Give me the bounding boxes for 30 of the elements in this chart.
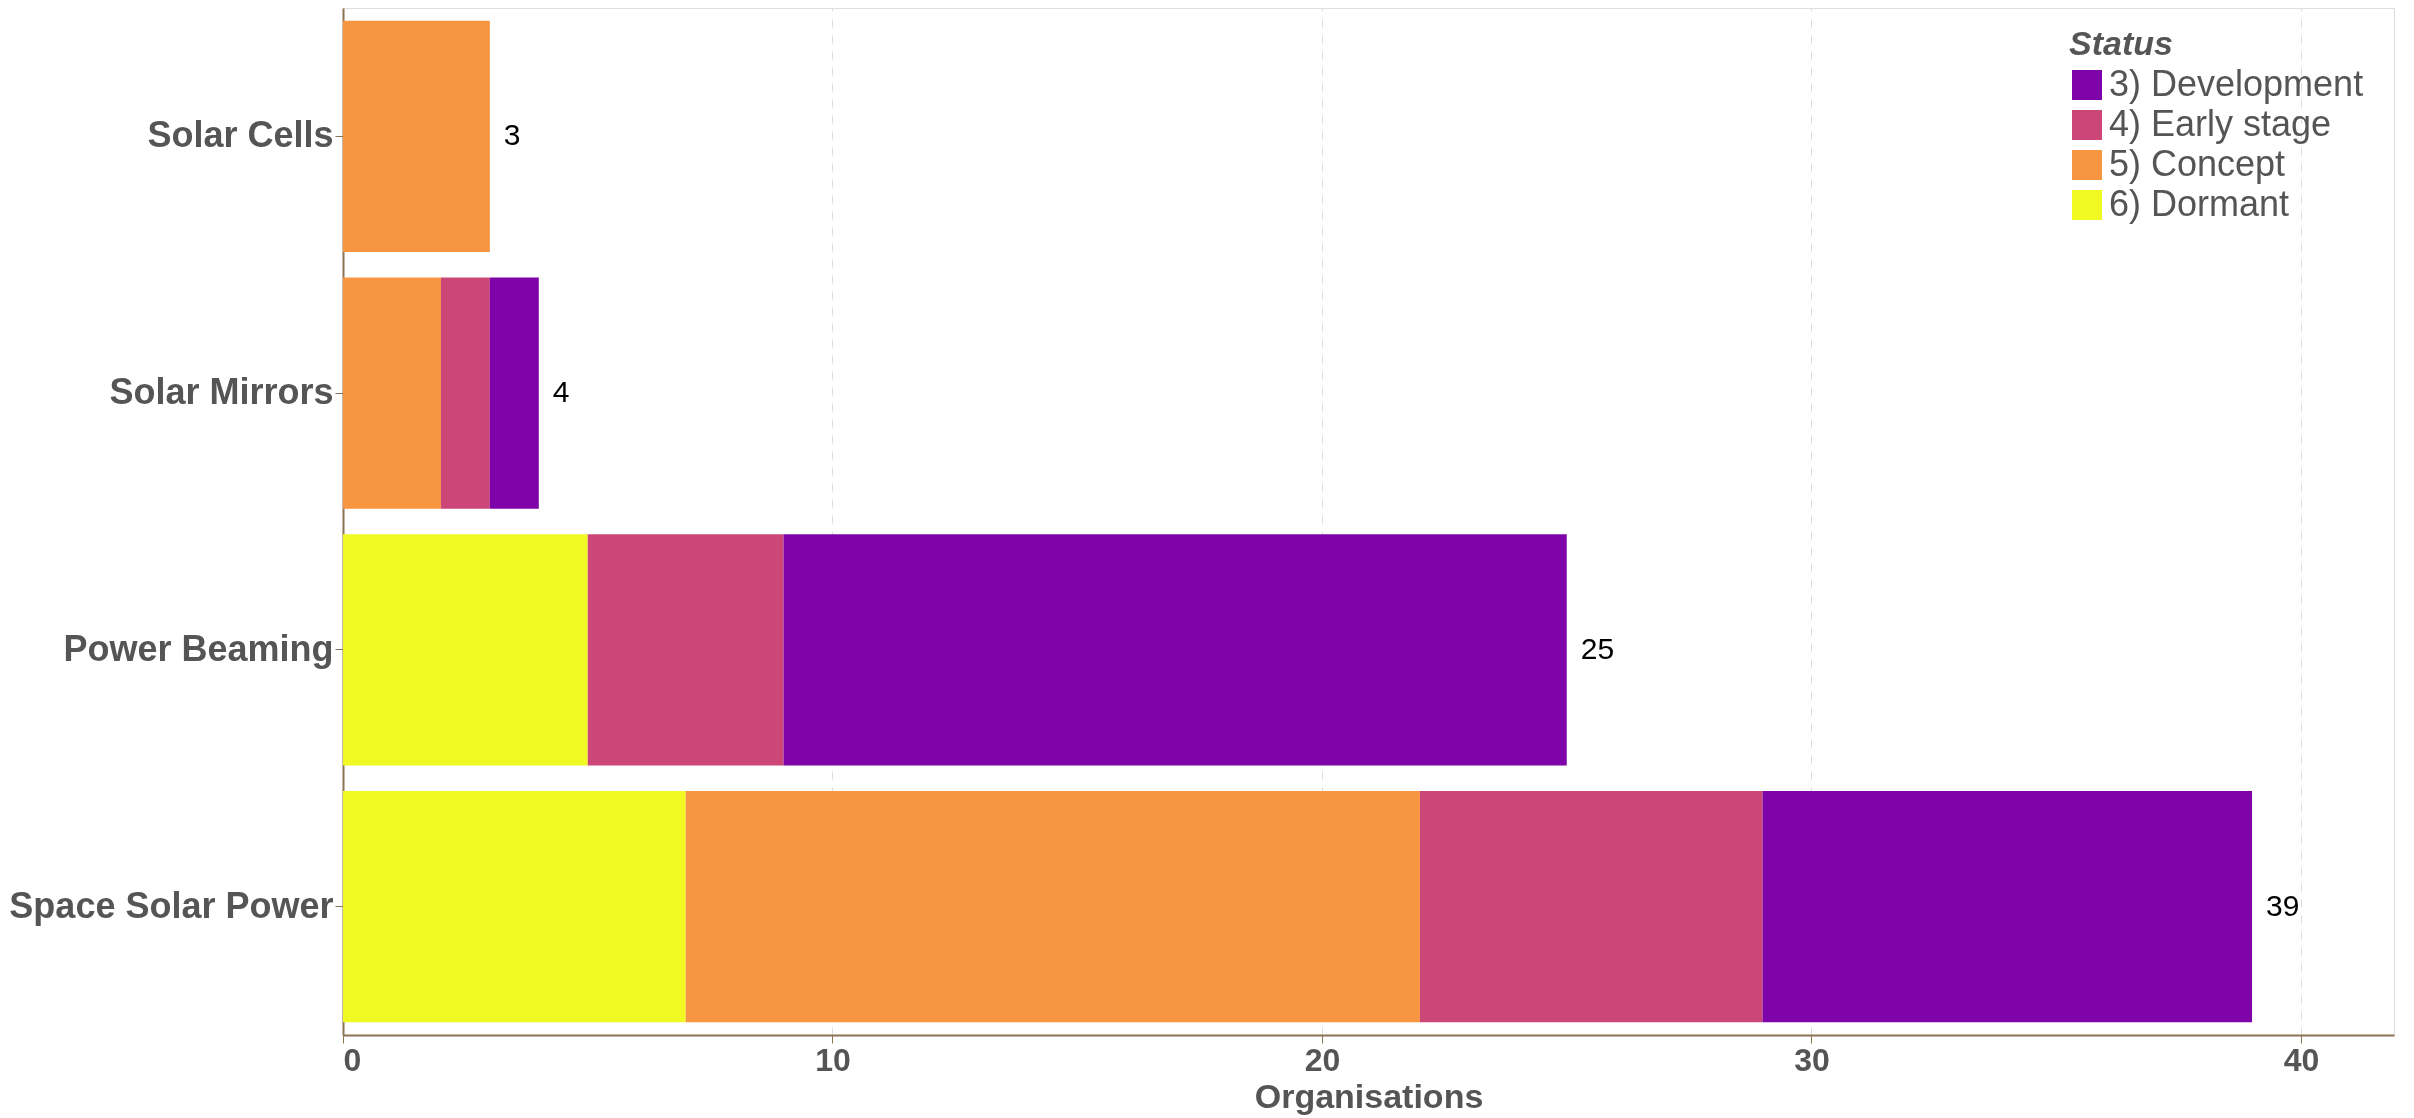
legend-label: 5) Concept	[2109, 143, 2286, 184]
legend-label: 6) Dormant	[2109, 183, 2290, 224]
bar	[587, 534, 784, 766]
x-tick-label: 30	[1794, 1041, 1830, 1078]
legend-label: 4) Early stage	[2109, 103, 2332, 144]
bar	[685, 791, 1420, 1023]
bar	[343, 20, 490, 252]
bar	[489, 277, 539, 509]
total-label: 25	[1580, 631, 1615, 665]
y-tick-label: Solar Cells	[147, 114, 334, 156]
bar	[783, 534, 1567, 766]
x-tick-label: 40	[2283, 1041, 2320, 1078]
y-tick-label: Space Solar Power	[9, 884, 334, 926]
x-tick-label: 0	[343, 1041, 362, 1078]
x-tick-label: 10	[815, 1041, 851, 1078]
bar	[343, 277, 441, 509]
x-tick-label: 20	[1304, 1041, 1341, 1078]
legend-label: 3) Development	[2109, 63, 2364, 104]
bar	[343, 791, 686, 1023]
y-tick-label: Power Beaming	[63, 627, 334, 669]
bar	[440, 277, 490, 509]
total-label: 4	[552, 375, 570, 409]
bar	[1762, 791, 2253, 1023]
x-axis-title: Organisations	[1254, 1076, 1484, 1115]
total-label: 39	[2266, 888, 2300, 922]
bar	[1419, 791, 1763, 1023]
bar	[343, 534, 588, 766]
legend-title: Status	[2069, 24, 2173, 62]
total-label: 3	[503, 118, 521, 152]
y-tick-label: Solar Mirrors	[109, 371, 334, 413]
